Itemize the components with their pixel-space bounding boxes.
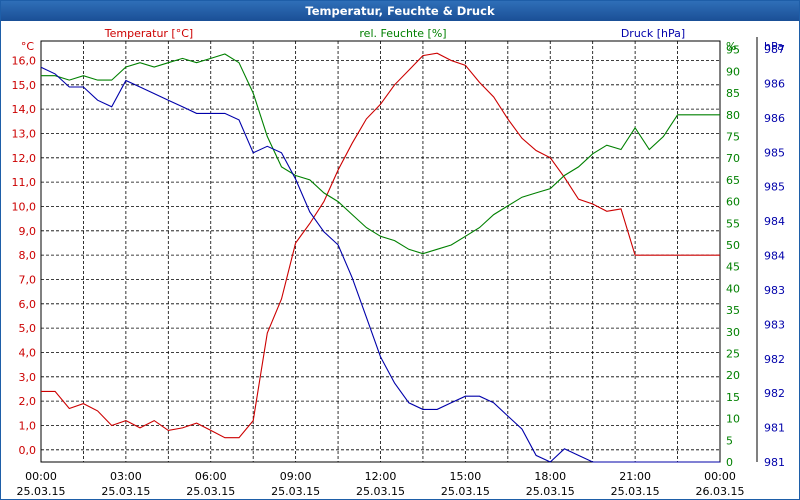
y-tick-label-pressure: 983: [764, 318, 785, 331]
x-tick-label-time: 12:00: [365, 470, 397, 483]
window-title: Temperatur, Feuchte & Druck: [1, 1, 799, 21]
x-tick-label-time: 21:00: [619, 470, 651, 483]
y-tick-label-humidity: 10: [726, 413, 740, 426]
y-axis-unit-pressure: hPa: [764, 40, 784, 53]
y-tick-label-pressure: 984: [764, 250, 785, 263]
y-tick-label-pressure: 985: [764, 181, 785, 194]
y-tick-label-humidity: 0: [726, 456, 733, 469]
x-tick-label-time: 03:00: [110, 470, 142, 483]
y-tick-label-pressure: 982: [764, 387, 785, 400]
y-tick-label-humidity: 25: [726, 347, 740, 360]
legend-pressure: Druck [hPa]: [621, 27, 685, 40]
y-tick-label-pressure: 981: [764, 456, 785, 469]
y-tick-label-humidity: 60: [726, 196, 740, 209]
y-tick-label-temperature: 9,0: [19, 225, 37, 238]
y-tick-label-temperature: 4,0: [19, 346, 37, 359]
y-tick-label-humidity: 95: [726, 44, 740, 57]
legend-humidity: rel. Feuchte [%]: [359, 27, 446, 40]
x-tick-label-time: 09:00: [280, 470, 312, 483]
y-tick-label-pressure: 984: [764, 215, 785, 228]
y-tick-label-pressure: 983: [764, 284, 785, 297]
y-tick-label-temperature: 13,0: [12, 127, 37, 140]
y-tick-label-temperature: 11,0: [12, 176, 37, 189]
y-tick-label-humidity: 15: [726, 391, 740, 404]
y-tick-label-temperature: 14,0: [12, 103, 37, 116]
y-tick-label-humidity: 80: [726, 109, 740, 122]
y-tick-label-humidity: 70: [726, 152, 740, 165]
y-tick-label-temperature: 15,0: [12, 79, 37, 92]
y-tick-label-temperature: 12,0: [12, 152, 37, 165]
x-tick-label-time: 18:00: [534, 470, 566, 483]
x-tick-label-time: 00:00: [704, 470, 736, 483]
y-tick-label-temperature: 5,0: [19, 322, 37, 335]
y-tick-label-humidity: 65: [726, 174, 740, 187]
plot-frame: [40, 40, 721, 463]
y-tick-label-humidity: 55: [726, 217, 740, 230]
y-tick-label-humidity: 20: [726, 369, 740, 382]
x-tick-label-date: 25.03.15: [186, 485, 235, 498]
y-tick-label-temperature: 16,0: [12, 54, 37, 67]
x-tick-label-date: 25.03.15: [17, 485, 66, 498]
y-tick-label-pressure: 987: [764, 43, 785, 56]
x-tick-label-date: 26.03.15: [696, 485, 745, 498]
y-tick-label-pressure: 986: [764, 112, 785, 125]
y-tick-label-pressure: 981: [764, 422, 785, 435]
y-tick-label-pressure: 985: [764, 146, 785, 159]
y-tick-label-pressure: 986: [764, 77, 785, 90]
y-tick-label-humidity: 90: [726, 65, 740, 78]
legend-temperature: Temperatur [°C]: [104, 27, 193, 40]
x-tick-label-date: 25.03.15: [271, 485, 320, 498]
y-axis-unit-humidity: %: [726, 40, 736, 53]
y-tick-label-humidity: 75: [726, 130, 740, 143]
x-tick-label-time: 00:00: [25, 470, 57, 483]
x-tick-label-time: 15:00: [450, 470, 482, 483]
y-tick-label-temperature: 1,0: [19, 419, 37, 432]
y-tick-label-humidity: 35: [726, 304, 740, 317]
y-tick-label-temperature: 2,0: [19, 395, 37, 408]
x-tick-label-date: 25.03.15: [356, 485, 405, 498]
series-line-left: [41, 52, 720, 439]
chart-svg: 0,0 1,0 2,0 3,0 4,0 5,0 6,0 7,0 8,0 9,0 10,0 11,0 12…: [12, 27, 786, 498]
y-tick-label-humidity: 40: [726, 282, 740, 295]
y-tick-label-humidity: 45: [726, 261, 740, 274]
series-line-right2: [40, 66, 720, 463]
x-tick-label-date: 25.03.15: [526, 485, 575, 498]
x-tick-label-date: 25.03.15: [101, 485, 150, 498]
y-tick-label-temperature: 7,0: [19, 273, 37, 286]
y-tick-label-temperature: 8,0: [19, 249, 37, 262]
y-tick-label-temperature: 0,0: [19, 444, 37, 457]
series-line-right1: [41, 53, 720, 255]
x-tick-label-date: 25.03.15: [441, 485, 490, 498]
y-tick-label-temperature: 10,0: [12, 200, 37, 213]
x-tick-label-date: 25.03.15: [611, 485, 660, 498]
y-axis-unit-temperature: °C: [21, 40, 35, 53]
y-tick-label-humidity: 5: [726, 434, 733, 447]
y-tick-label-humidity: 85: [726, 87, 740, 100]
x-tick-label-time: 06:00: [195, 470, 227, 483]
y-tick-label-temperature: 6,0: [19, 298, 37, 311]
y-tick-label-humidity: 50: [726, 239, 740, 252]
y-tick-label-temperature: 3,0: [19, 371, 37, 384]
y-tick-label-pressure: 982: [764, 353, 785, 366]
y-tick-label-humidity: 30: [726, 326, 740, 339]
